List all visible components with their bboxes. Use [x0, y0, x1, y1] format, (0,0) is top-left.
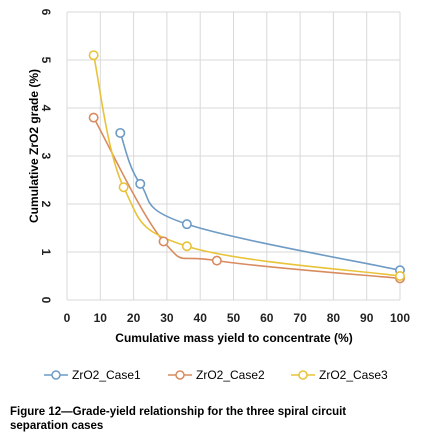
y-tick-label: 4: [39, 105, 53, 112]
y-tick-label: 1: [39, 249, 53, 256]
series-markers: [88, 50, 405, 284]
y-tick-label: 5: [39, 57, 53, 64]
data-point-zro2-case3: [118, 182, 129, 193]
legend-label-case3: ZrO2_Case3: [319, 368, 388, 382]
x-tick-label: 10: [94, 311, 108, 325]
legend-label-case2: ZrO2_Case2: [196, 368, 265, 382]
legend: ZrO2_Case1 ZrO2_Case2 ZrO2_Case3: [44, 368, 388, 382]
x-axis-ticks: 0 10 20 30 40 50 60 70 80 90 100: [64, 311, 411, 325]
data-point-zro2-case2: [88, 112, 99, 123]
data-point-zro2-case3: [181, 241, 192, 252]
y-axis-title: Cumulative ZrO2 grade (%): [27, 69, 41, 223]
figure-caption-line-1: Figure 12—Grade-yield relationship for t…: [10, 406, 347, 418]
series-line-zro2-case3: [92, 55, 401, 277]
y-tick-label: 6: [39, 9, 53, 16]
data-point-zro2-case3: [394, 270, 405, 281]
x-axis-title: Cumulative mass yield to concentrate (%): [115, 331, 352, 345]
x-tick-label: 70: [293, 311, 307, 325]
series-line-zro2-case1: [119, 132, 401, 272]
x-tick-label: 100: [390, 311, 410, 325]
data-point-zro2-case2: [211, 255, 222, 266]
chart: 0 1 2 3 4 5 6 0 10 20 30 40 50 60 70 80 90 100 Cumulativ…: [27, 9, 411, 382]
legend-label-case1: ZrO2_Case1: [72, 368, 141, 382]
data-point-zro2-case1: [181, 219, 192, 230]
grid: [66, 11, 401, 301]
y-tick-label: 3: [39, 153, 53, 160]
y-axis-ticks: 0 1 2 3 4 5 6: [39, 9, 53, 304]
legend-marker-case1: [51, 370, 61, 380]
series-lines: [92, 55, 401, 280]
x-tick-label: 0: [64, 311, 71, 325]
x-tick-label: 50: [227, 311, 241, 325]
x-tick-label: 40: [194, 311, 208, 325]
x-tick-label: 30: [160, 311, 174, 325]
figure-caption-line-2: separation cases: [10, 420, 104, 432]
series-line-zro2-case2: [92, 117, 401, 280]
x-tick-label: 80: [327, 311, 341, 325]
legend-marker-case2: [175, 370, 185, 380]
y-tick-label: 0: [39, 297, 53, 304]
data-point-zro2-case3: [88, 50, 99, 61]
x-tick-label: 20: [127, 311, 141, 325]
figure-caption: Figure 12—Grade-yield relationship for t…: [10, 405, 420, 433]
y-tick-label: 2: [39, 201, 53, 208]
data-point-zro2-case1: [115, 127, 126, 138]
x-tick-label: 60: [260, 311, 274, 325]
data-point-zro2-case2: [158, 236, 169, 247]
legend-marker-case3: [298, 370, 308, 380]
data-point-zro2-case1: [135, 178, 146, 189]
x-tick-label: 90: [360, 311, 374, 325]
